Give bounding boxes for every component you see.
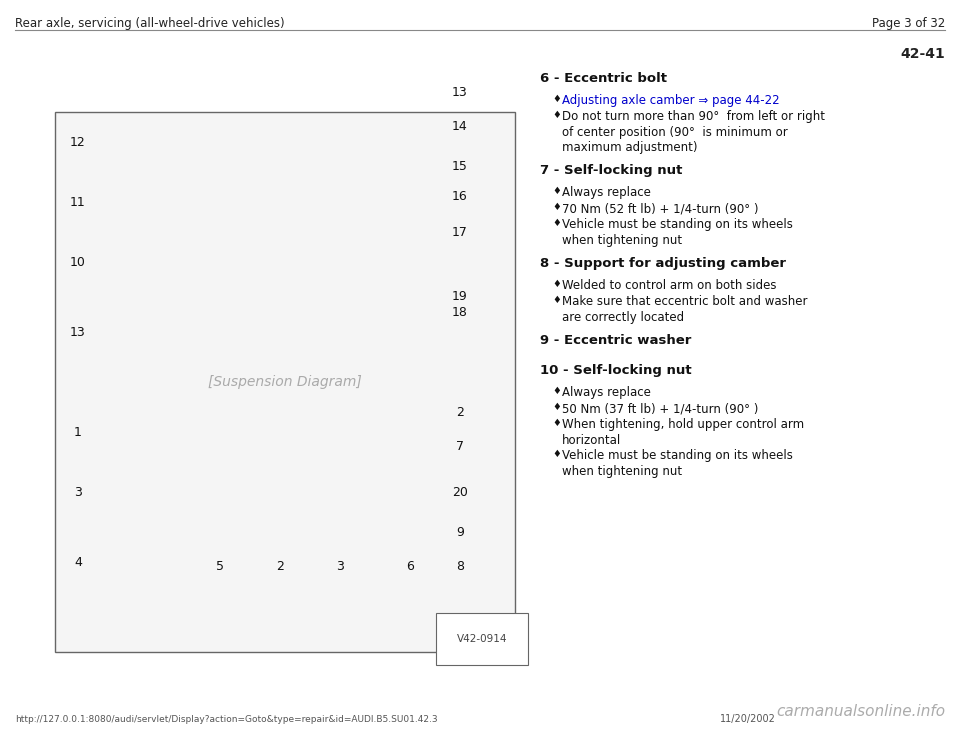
Text: 20: 20 [452,485,468,499]
Text: 70 Nm (52 ft lb) + 1/4-turn (90° ): 70 Nm (52 ft lb) + 1/4-turn (90° ) [562,202,758,215]
Text: 15: 15 [452,160,468,174]
Text: Always replace: Always replace [562,186,651,199]
Text: 4: 4 [74,556,82,568]
Text: 6: 6 [406,560,414,574]
Text: 7 - Self-locking nut: 7 - Self-locking nut [540,164,683,177]
Text: maximum adjustment): maximum adjustment) [562,141,698,154]
Text: ♦: ♦ [552,449,561,459]
Text: ♦: ♦ [552,110,561,120]
Text: 11/20/2002: 11/20/2002 [720,714,776,724]
Text: 18: 18 [452,306,468,318]
Text: 9: 9 [456,525,464,539]
Bar [55,112,515,652]
Text: 13: 13 [70,326,85,338]
Text: 12: 12 [70,136,85,148]
Text: 14: 14 [452,120,468,134]
Text: http://127.0.0.1:8080/audi/servlet/Display?action=Goto&type=repair&id=AUDI.B5.SU: http://127.0.0.1:8080/audi/servlet/Displ… [15,715,438,724]
Text: ♦: ♦ [552,94,561,104]
Text: ♦: ♦ [552,218,561,228]
Text: 3: 3 [336,560,344,574]
Text: When tightening, hold upper control arm: When tightening, hold upper control arm [562,418,804,431]
Text: V42-0914: V42-0914 [457,634,507,644]
Text: 13: 13 [452,85,468,99]
Text: 17: 17 [452,226,468,238]
Text: carmanualsonline.info: carmanualsonline.info [776,704,945,719]
Text: Page 3 of 32: Page 3 of 32 [872,17,945,30]
Text: ♦: ♦ [552,279,561,289]
Text: ♦: ♦ [552,402,561,412]
Text: ♦: ♦ [552,202,561,212]
Text: Make sure that eccentric bolt and washer: Make sure that eccentric bolt and washer [562,295,807,308]
Text: 10: 10 [70,255,86,269]
Text: are correctly located: are correctly located [562,311,684,324]
Text: 16: 16 [452,191,468,203]
Text: of center position (90°  is minimum or: of center position (90° is minimum or [562,126,788,139]
Text: ♦: ♦ [552,186,561,196]
Text: 10 - Self-locking nut: 10 - Self-locking nut [540,364,691,377]
Text: Do not turn more than 90°  from left or right: Do not turn more than 90° from left or r… [562,110,825,123]
Text: when tightening nut: when tightening nut [562,234,683,247]
Text: Always replace: Always replace [562,386,651,399]
Text: 3: 3 [74,485,82,499]
Text: Adjusting axle camber ⇒ page 44-22: Adjusting axle camber ⇒ page 44-22 [562,94,780,107]
Text: 7: 7 [456,441,464,453]
Text: ♦: ♦ [552,295,561,305]
Text: Vehicle must be standing on its wheels: Vehicle must be standing on its wheels [562,449,793,462]
Text: 8: 8 [456,560,464,574]
Text: 11: 11 [70,195,85,209]
Text: 2: 2 [456,405,464,418]
Text: horizontal: horizontal [562,434,621,447]
Text: 6 - Eccentric bolt: 6 - Eccentric bolt [540,72,667,85]
Text: ♦: ♦ [552,386,561,396]
Text: 5: 5 [216,560,224,574]
Text: Welded to control arm on both sides: Welded to control arm on both sides [562,279,777,292]
Text: ♦: ♦ [552,418,561,428]
Text: 19: 19 [452,291,468,303]
Text: 42-41: 42-41 [900,47,945,61]
Text: 1: 1 [74,425,82,439]
Text: [Suspension Diagram]: [Suspension Diagram] [208,375,362,389]
Text: when tightening nut: when tightening nut [562,465,683,478]
Text: 8 - Support for adjusting camber: 8 - Support for adjusting camber [540,257,786,270]
Text: 9 - Eccentric washer: 9 - Eccentric washer [540,334,691,347]
Text: 50 Nm (37 ft lb) + 1/4-turn (90° ): 50 Nm (37 ft lb) + 1/4-turn (90° ) [562,402,758,415]
Text: Rear axle, servicing (all-wheel-drive vehicles): Rear axle, servicing (all-wheel-drive ve… [15,17,284,30]
Text: 2: 2 [276,560,284,574]
Text: Vehicle must be standing on its wheels: Vehicle must be standing on its wheels [562,218,793,231]
